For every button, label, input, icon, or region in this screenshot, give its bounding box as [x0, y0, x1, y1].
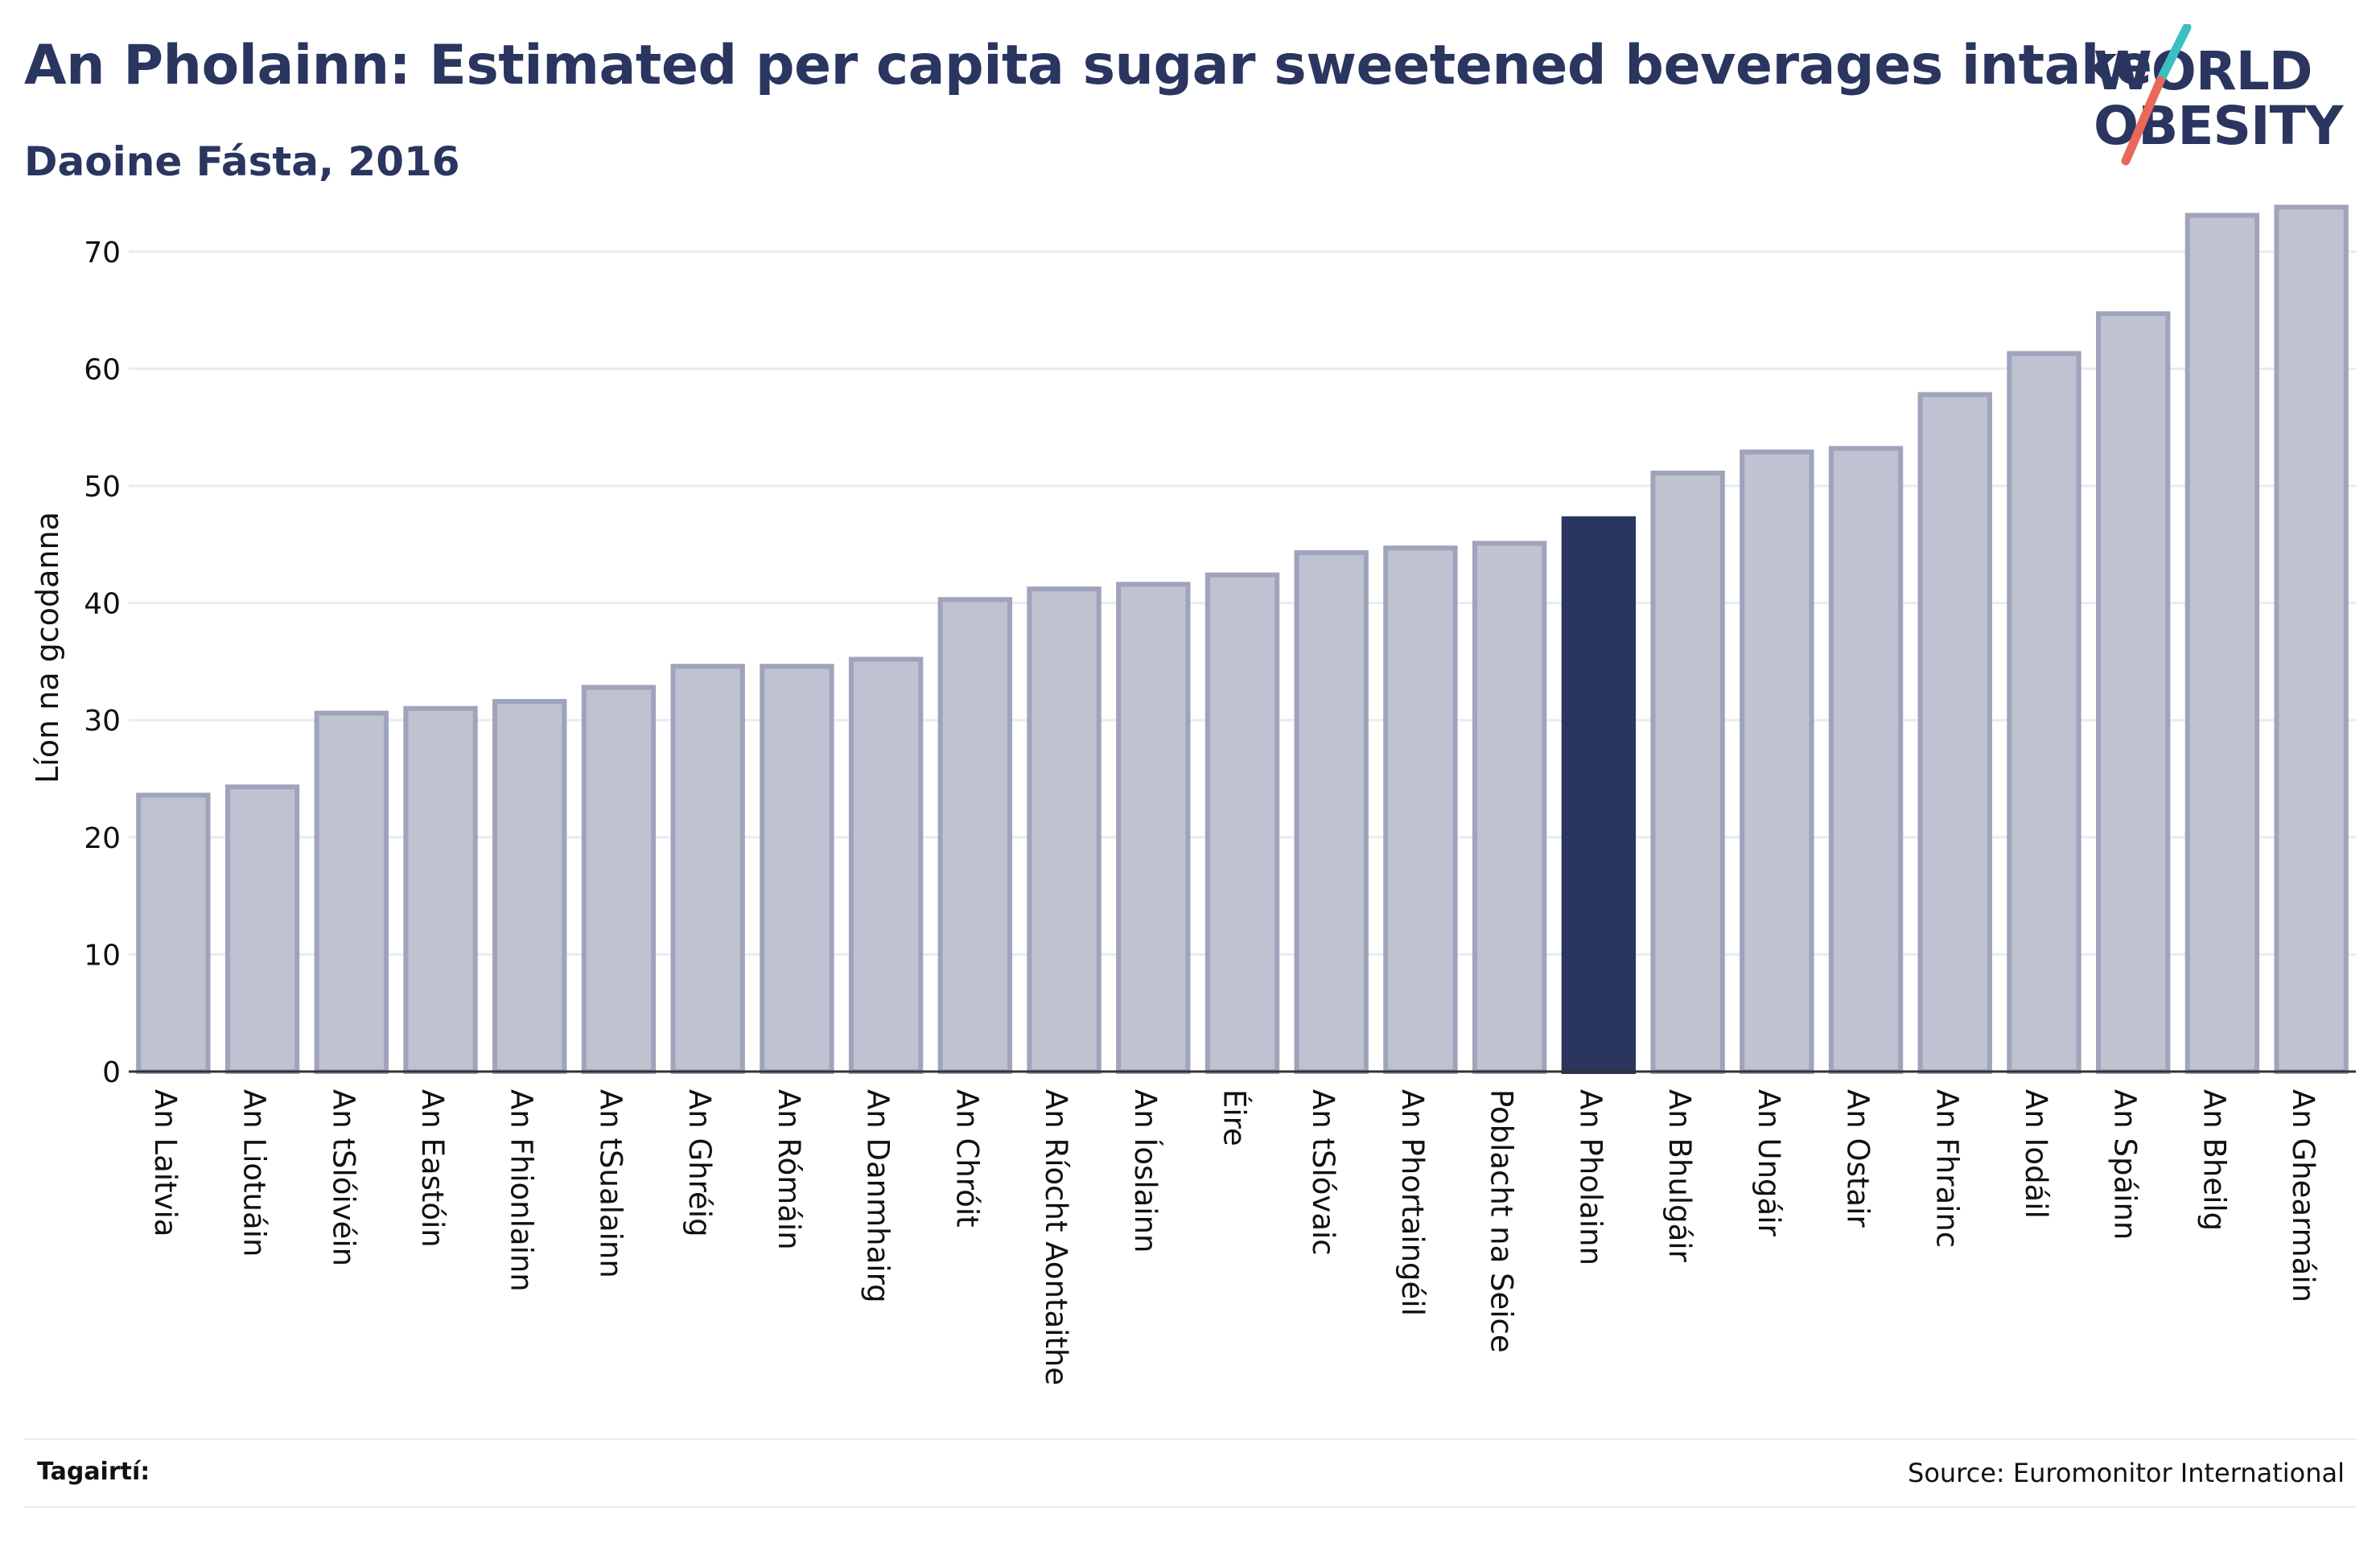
bar-an-pholainn: [1561, 516, 1637, 1074]
bar-an-fhrainc: [1917, 392, 1992, 1074]
bar-an-ghréig: [670, 664, 745, 1074]
bar-an-ghearmáin: [2274, 204, 2349, 1074]
bar-an-fhionlainn: [492, 698, 567, 1074]
bar-an-chróit: [937, 597, 1013, 1074]
x-tick-label: Poblacht na Seice: [1484, 1089, 1519, 1353]
x-tick-label: An Íoslainn: [1128, 1089, 1163, 1253]
x-tick-label: Éire: [1217, 1089, 1253, 1146]
x-tick-label: An Eastóin: [415, 1089, 450, 1248]
x-tick-label: An Ghréig: [682, 1089, 717, 1237]
bar-an-laitvia: [136, 792, 211, 1074]
bar-an-bhulgáir: [1650, 470, 1725, 1074]
y-tick-label: 30: [84, 705, 121, 738]
bar-an-ríocht-aontaithe: [1027, 586, 1101, 1074]
x-tick-label: An Iodáil: [2019, 1089, 2053, 1219]
x-tick-label: An tSualainn: [593, 1089, 628, 1278]
x-tick-label: An Fhrainc: [1929, 1089, 1964, 1248]
bar-an-tslóvaic: [1294, 549, 1369, 1074]
x-tick-label: An Ostair: [1841, 1089, 1876, 1228]
bar-an-iodáil: [2007, 351, 2081, 1074]
x-tick-label: An Danmhairg: [861, 1089, 896, 1303]
bar-an-eastóin: [403, 706, 478, 1074]
x-tick-label: An Spáinn: [2108, 1089, 2143, 1240]
source-note: Source: Euromonitor International: [1908, 1458, 2345, 1488]
bar-an-liotuáin: [224, 784, 300, 1075]
footer-divider-top: [24, 1438, 2356, 1440]
x-tick-label: An Bheilg: [2197, 1089, 2231, 1231]
bar-an-ungáir: [1740, 449, 1814, 1074]
logo-slash-icon: [2121, 24, 2192, 166]
world-obesity-logo: WORLD OBESITY: [2092, 24, 2357, 169]
x-tick-label: An Bhulgáir: [1662, 1089, 1697, 1263]
x-tick-label: An Pholainn: [1573, 1089, 1608, 1265]
bar-an-tslóivéin: [314, 710, 389, 1074]
logo-text-line1: WORLD: [2094, 40, 2313, 102]
x-tick-label: An Ungáir: [1752, 1089, 1786, 1236]
bar-an-spáinn: [2096, 311, 2171, 1074]
y-tick-label: 50: [84, 471, 121, 504]
x-tick-label: An Rómáin: [772, 1089, 806, 1250]
y-tick-label: 10: [84, 939, 121, 972]
y-tick-label: 20: [84, 822, 121, 855]
x-tick-label: An Phortaingéil: [1395, 1089, 1430, 1316]
bar-éire: [1204, 572, 1280, 1074]
y-tick-label: 40: [84, 588, 121, 621]
bar-an-ostair: [1828, 446, 1904, 1074]
x-tick-label: An Laitvia: [148, 1089, 183, 1236]
bar-an-tsualainn: [581, 685, 657, 1074]
x-tick-label: An Chróit: [949, 1089, 984, 1228]
chart-subtitle: Daoine Fásta, 2016: [24, 138, 460, 185]
y-axis-label: Líon na gcodanna: [30, 512, 65, 784]
x-tick-label: An Fhionlainn: [504, 1089, 539, 1292]
bar-poblacht-na-seice: [1472, 541, 1547, 1074]
bar-an-íoslainn: [1116, 582, 1191, 1074]
footer-divider-bottom: [24, 1506, 2356, 1508]
bar-an-danmhairg: [848, 656, 924, 1074]
x-tick-label: An Ghearmáin: [2286, 1089, 2320, 1302]
y-tick-label: 70: [84, 237, 121, 269]
x-tick-label: An Liotuáin: [237, 1089, 272, 1257]
bar-an-phortaingéil: [1383, 545, 1458, 1074]
y-tick-label: 0: [102, 1056, 121, 1089]
y-tick-label: 60: [84, 353, 121, 386]
bar-an-bheilg: [2184, 212, 2260, 1075]
chart-title: An Pholainn: Estimated per capita sugar …: [24, 34, 2152, 97]
references-label: Tagairtí:: [37, 1458, 150, 1486]
x-tick-label: An Ríocht Aontaithe: [1039, 1089, 1073, 1385]
x-tick-label: An tSlóvaic: [1306, 1089, 1340, 1256]
bar-an-rómáin: [760, 664, 834, 1074]
x-tick-label: An tSlóivéin: [326, 1089, 360, 1266]
